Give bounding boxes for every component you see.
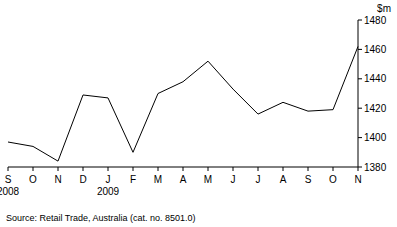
svg-text:2008: 2008: [0, 186, 20, 197]
svg-text:S: S: [5, 174, 12, 185]
svg-text:1380: 1380: [364, 162, 387, 173]
svg-text:N: N: [54, 174, 61, 185]
svg-text:D: D: [79, 174, 86, 185]
svg-text:S: S: [305, 174, 312, 185]
svg-text:A: A: [180, 174, 187, 185]
svg-text:M: M: [154, 174, 162, 185]
svg-text:O: O: [329, 174, 337, 185]
svg-text:1480: 1480: [364, 15, 387, 26]
svg-text:1440: 1440: [364, 73, 387, 84]
svg-text:1400: 1400: [364, 132, 387, 143]
svg-text:J: J: [106, 174, 111, 185]
svg-text:A: A: [280, 174, 287, 185]
svg-text:M: M: [204, 174, 212, 185]
svg-text:N: N: [354, 174, 361, 185]
svg-text:J: J: [256, 174, 261, 185]
svg-text:1460: 1460: [364, 44, 387, 55]
svg-text:J: J: [231, 174, 236, 185]
html-text:$m: $m: [377, 3, 391, 14]
svg-text:2009: 2009: [97, 186, 120, 197]
svg-text:1420: 1420: [364, 103, 387, 114]
html-text:Source: Retail Trade, Australi: Source: Retail Trade, Australia (cat. no…: [6, 213, 196, 223]
svg-text:O: O: [29, 174, 37, 185]
svg-text:F: F: [130, 174, 136, 185]
